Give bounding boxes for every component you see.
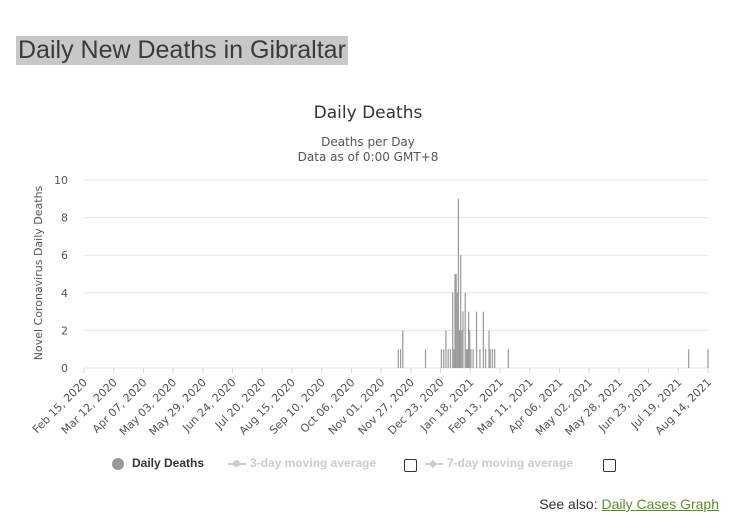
legend-line-circle-icon bbox=[228, 458, 246, 470]
page-heading: Daily New Deaths in Gibraltar bbox=[16, 36, 348, 65]
bar bbox=[449, 349, 452, 368]
bar bbox=[507, 349, 509, 368]
bar bbox=[485, 349, 487, 368]
bar bbox=[457, 198, 459, 368]
bar bbox=[479, 349, 481, 368]
bar bbox=[472, 349, 474, 368]
bar bbox=[465, 349, 467, 368]
legend-line-diamond-icon bbox=[425, 458, 443, 470]
bar bbox=[461, 330, 463, 368]
bar bbox=[491, 349, 494, 368]
bar bbox=[466, 349, 469, 368]
y-tick-label: 4 bbox=[61, 287, 68, 300]
chart-subtitle-line-2: Data as of 0:00 GMT+8 bbox=[298, 150, 439, 164]
legend-label-7-day-average: 7-day moving average bbox=[447, 456, 574, 470]
daily-cases-graph-link[interactable]: Daily Cases Graph bbox=[601, 496, 720, 512]
bar bbox=[424, 349, 427, 368]
bar bbox=[469, 330, 471, 368]
bar bbox=[447, 349, 449, 368]
bar bbox=[707, 349, 709, 368]
bar bbox=[488, 330, 490, 368]
bar bbox=[688, 349, 690, 368]
legend-item-3-day-average[interactable]: 3-day moving average bbox=[228, 456, 376, 470]
bar bbox=[475, 311, 478, 368]
y-tick-label: 8 bbox=[61, 212, 68, 225]
chart-subtitle-line-1: Deaths per Day bbox=[321, 135, 415, 149]
bar bbox=[445, 330, 447, 368]
legend-label-daily-deaths: Daily Deaths bbox=[132, 456, 205, 470]
bar bbox=[453, 349, 455, 368]
bar bbox=[452, 292, 454, 368]
y-tick-label: 2 bbox=[61, 324, 68, 337]
bar bbox=[464, 292, 466, 368]
bar bbox=[399, 349, 402, 368]
bar bbox=[470, 349, 472, 368]
chart-title: Daily Deaths bbox=[314, 103, 423, 123]
bar bbox=[458, 330, 461, 368]
bar bbox=[494, 349, 496, 368]
y-tick-label: 0 bbox=[61, 362, 68, 375]
ma3-checkbox[interactable] bbox=[404, 459, 417, 472]
bar bbox=[454, 274, 456, 368]
bar bbox=[455, 274, 457, 368]
legend-label-3-day-average: 3-day moving average bbox=[250, 456, 377, 470]
bar bbox=[402, 330, 404, 368]
ma7-checkbox[interactable] bbox=[603, 459, 616, 472]
bar bbox=[462, 311, 464, 368]
legend-item-daily-deaths[interactable]: Daily Deaths bbox=[112, 456, 204, 470]
bar bbox=[468, 311, 470, 368]
bar bbox=[397, 349, 399, 368]
bar bbox=[456, 292, 458, 368]
bar bbox=[440, 349, 442, 368]
bar bbox=[460, 255, 462, 368]
y-axis-label: Novel Coronavirus Daily Deaths bbox=[32, 185, 45, 360]
bar bbox=[482, 311, 484, 368]
bar bbox=[443, 349, 445, 368]
bar bbox=[489, 349, 491, 368]
legend-dot-icon bbox=[112, 457, 124, 470]
y-tick-label: 10 bbox=[54, 174, 68, 187]
y-tick-label: 6 bbox=[61, 249, 68, 262]
legend-item-7-day-average[interactable]: 7-day moving average bbox=[425, 456, 573, 470]
see-also-label: See also: bbox=[539, 496, 598, 512]
see-also: See also: Daily Cases Graph bbox=[539, 496, 719, 512]
